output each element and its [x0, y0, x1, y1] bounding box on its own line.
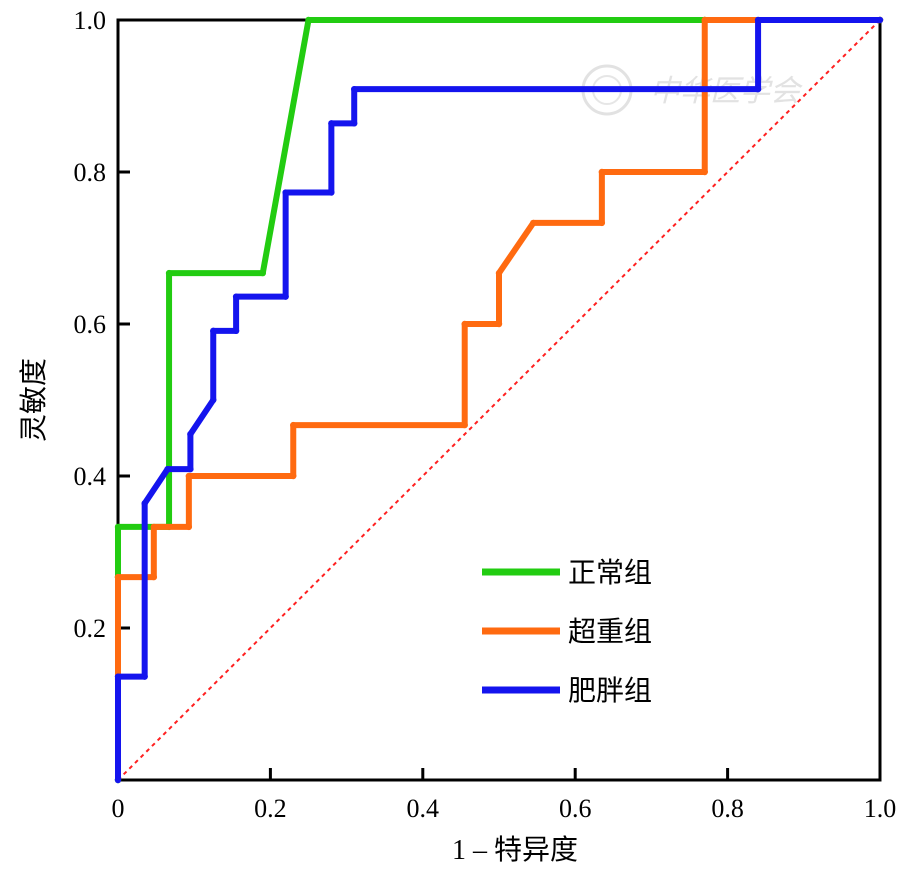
series-line-3 — [115, 17, 883, 783]
y-tick-label: 0.6 — [74, 310, 107, 339]
series-3-point — [351, 85, 358, 93]
series-3-point — [141, 673, 148, 680]
series-3-point — [876, 16, 884, 24]
series-2-point — [150, 573, 158, 581]
series-3-point — [754, 85, 762, 93]
series-3-point — [232, 293, 240, 300]
series-3-point — [164, 465, 171, 473]
x-tick-label: 0.2 — [254, 794, 287, 823]
y-tick-label: 0.2 — [74, 614, 107, 643]
series-3-point — [114, 673, 122, 680]
series-2-point — [290, 421, 297, 429]
y-axis-title: 灵敏度 — [18, 358, 50, 442]
series-3-point — [187, 431, 194, 438]
series-3-point — [328, 120, 335, 127]
x-axis-title: 1 – 特异度 — [452, 834, 578, 866]
legend-label-1: 正常组 — [568, 557, 652, 589]
series-1-point — [259, 269, 266, 277]
series-2-point — [185, 472, 193, 480]
series-3-point — [351, 120, 358, 127]
x-tick-label: 1.0 — [864, 794, 897, 823]
series-2-point — [290, 472, 297, 480]
series-2-point — [530, 219, 537, 227]
x-tick-label: 0.4 — [407, 794, 440, 823]
x-tick-label: 0.8 — [711, 794, 744, 823]
series-2-point — [114, 573, 122, 581]
series-3-point — [282, 293, 289, 300]
series-2-point — [150, 523, 158, 531]
series-2-point — [598, 219, 606, 227]
y-tick-label: 0.4 — [74, 462, 107, 491]
series-3-point — [328, 189, 335, 196]
series-1-point — [305, 16, 312, 24]
legend-label-3: 肥胖组 — [568, 675, 652, 707]
series-line-2 — [115, 17, 883, 682]
series-3-point — [114, 776, 122, 784]
series-2-point — [598, 168, 606, 176]
series-2-point — [461, 320, 468, 328]
series-2-point — [495, 320, 503, 328]
series-1-point — [165, 269, 173, 277]
x-tick-label: 0.6 — [559, 794, 592, 823]
series-3-point — [210, 396, 217, 404]
y-tick-label: 0.8 — [74, 158, 107, 187]
series-3-point — [141, 500, 148, 507]
series-3-point — [187, 465, 194, 473]
series-2-point — [701, 16, 708, 24]
legend-label-2: 超重组 — [568, 616, 652, 648]
series-3-point — [232, 327, 240, 335]
axis-ticks: 0 0.2 0.4 0.6 0.8 1.0 0.2 0.4 0.6 0.8 1.0 — [74, 6, 897, 823]
series-layer — [114, 16, 884, 784]
series-1-point — [114, 523, 122, 531]
y-tick-label: 1.0 — [74, 6, 107, 35]
series-2-point — [701, 168, 708, 176]
series-2-point — [495, 269, 503, 277]
series-3-point — [754, 16, 762, 24]
reference-diagonal — [117, 19, 881, 781]
series-2-point — [185, 523, 193, 531]
x-tick-label: 0 — [112, 794, 125, 823]
series-2-point — [461, 421, 468, 429]
series-3-point — [282, 189, 289, 196]
series-3-point — [210, 327, 217, 335]
